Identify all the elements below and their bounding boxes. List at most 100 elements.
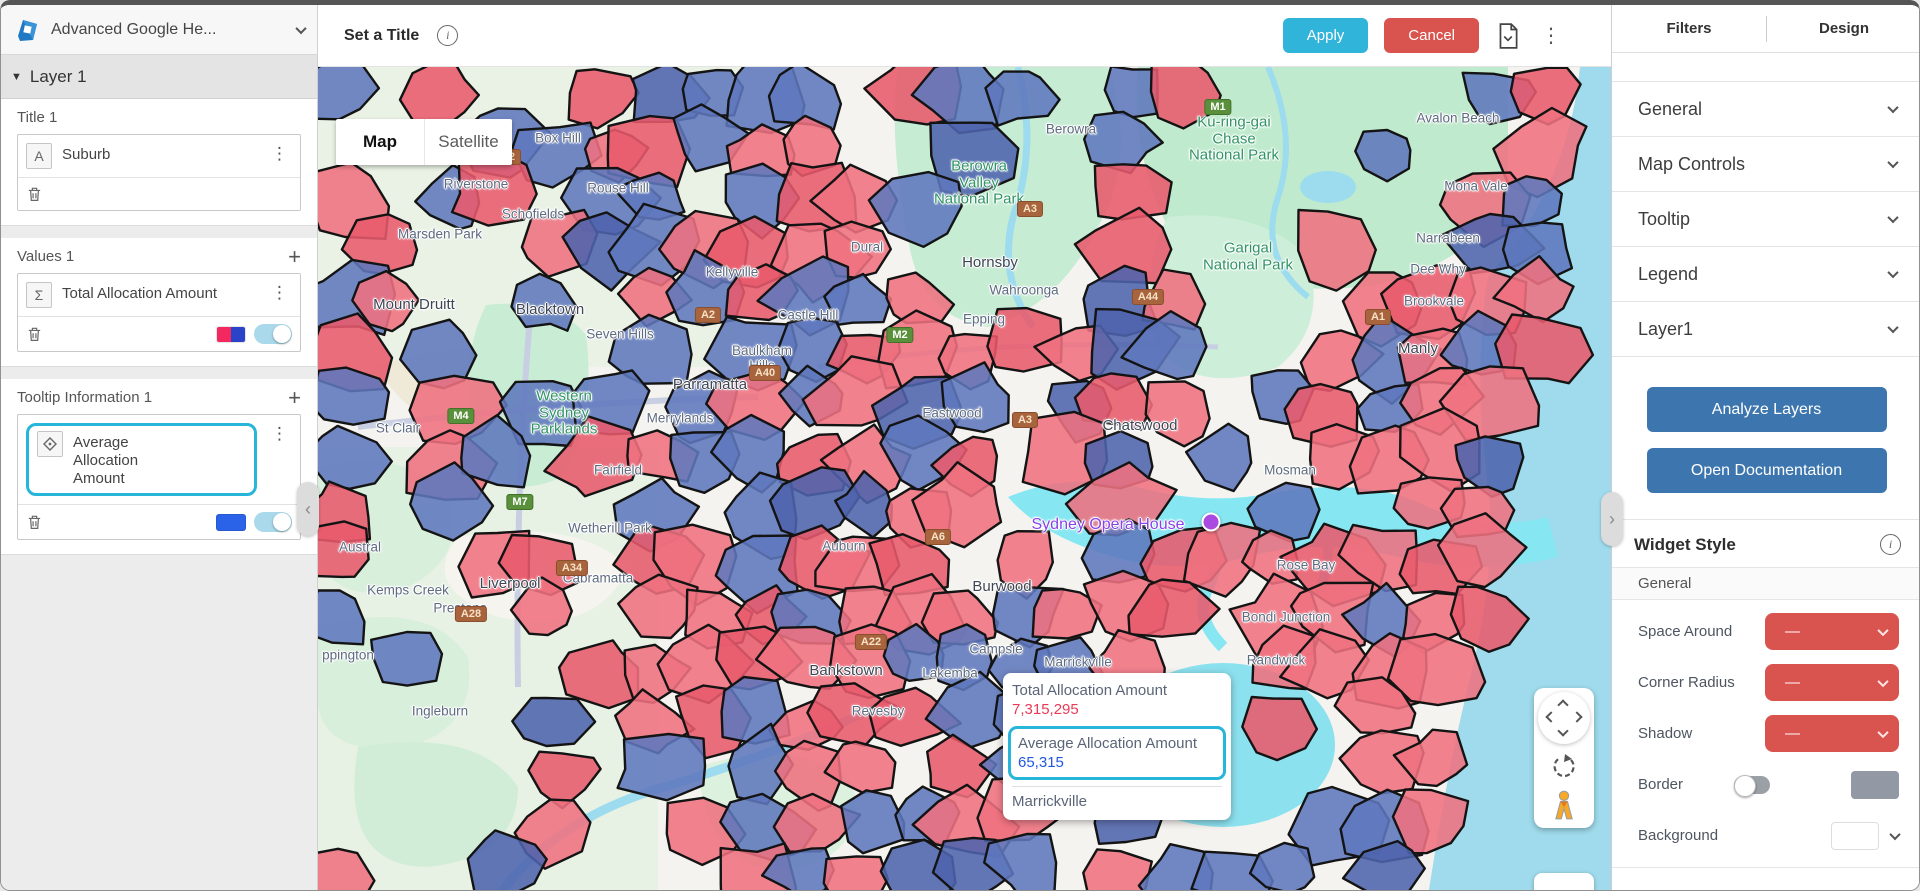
map-polygon[interactable] [567, 68, 640, 130]
add-tooltip-field-button[interactable]: + [288, 384, 301, 410]
space-around-select[interactable]: — [1765, 613, 1899, 650]
map-polygon[interactable] [1391, 788, 1470, 855]
map-polygon[interactable] [511, 696, 597, 748]
map-polygon[interactable] [1021, 410, 1109, 496]
map-polygon[interactable] [527, 750, 602, 810]
map-polygon[interactable] [1182, 521, 1262, 598]
map-polygon[interactable] [882, 622, 945, 682]
map-polygon[interactable] [510, 272, 578, 332]
pan-control[interactable] [1538, 692, 1590, 744]
map-polygon[interactable] [607, 313, 693, 385]
trash-icon[interactable] [26, 325, 43, 343]
map-polygon[interactable] [408, 461, 495, 542]
report-title[interactable]: Set a Title [344, 26, 420, 44]
map-polygon[interactable] [1120, 309, 1208, 381]
map-polygon[interactable] [1449, 585, 1530, 653]
map-polygon[interactable] [1093, 163, 1173, 221]
map-polygon[interactable] [940, 361, 1010, 434]
map-polygon[interactable] [867, 686, 962, 747]
accordion-map-controls[interactable]: Map Controls [1612, 137, 1919, 192]
map-polygon[interactable] [351, 269, 421, 333]
map-polygon[interactable] [924, 670, 1019, 749]
map-polygon[interactable] [1338, 729, 1425, 795]
map-polygon[interactable] [867, 170, 963, 249]
map-polygon[interactable] [1241, 695, 1318, 762]
reset-rotation-icon[interactable] [1551, 754, 1577, 780]
map-polygon[interactable] [497, 533, 584, 597]
map-type-satellite-button[interactable]: Satellite [424, 119, 512, 165]
map-polygon[interactable] [1354, 128, 1412, 183]
color-scale-swatch[interactable] [216, 325, 246, 343]
kebab-menu-icon[interactable]: ⋮ [271, 283, 288, 302]
zoom-control-stub[interactable] [1534, 873, 1594, 890]
map-polygon[interactable] [911, 461, 1003, 549]
map-polygon[interactable] [727, 722, 795, 806]
map-polygon[interactable] [983, 832, 1058, 891]
map-polygon[interactable] [1064, 461, 1178, 537]
map-polygon[interactable] [1246, 481, 1321, 543]
map-canvas[interactable]: Box Hill Riverstone Schofields Marsden Park… [318, 67, 1611, 891]
open-documentation-button[interactable]: Open Documentation [1646, 448, 1887, 493]
map-polygon[interactable] [1190, 850, 1274, 891]
map-polygon[interactable] [498, 380, 585, 448]
apply-button[interactable]: Apply [1282, 18, 1369, 53]
export-document-icon[interactable] [1495, 22, 1521, 50]
map-polygon[interactable] [1127, 578, 1221, 638]
more-options-icon[interactable]: ⋮ [1541, 24, 1561, 47]
map-polygon[interactable] [1082, 848, 1153, 891]
map-polygon[interactable] [466, 829, 548, 891]
map-polygon[interactable] [984, 70, 1061, 127]
tooltip-visibility-toggle[interactable] [254, 512, 292, 532]
map-polygon[interactable] [509, 576, 574, 637]
map-polygon[interactable] [1386, 632, 1487, 707]
info-icon[interactable]: i [1880, 534, 1901, 555]
pegman-icon[interactable] [1552, 790, 1576, 820]
border-toggle[interactable] [1734, 774, 1770, 797]
map-polygon[interactable] [1436, 512, 1528, 589]
trash-icon[interactable] [26, 185, 43, 203]
map-polygon[interactable] [460, 414, 532, 489]
chevron-down-icon[interactable] [295, 22, 307, 34]
map-polygon[interactable] [616, 732, 707, 802]
map-polygon[interactable] [340, 213, 419, 276]
map-polygon[interactable] [318, 67, 381, 121]
map-polygon[interactable] [557, 639, 640, 710]
corner-radius-select[interactable]: — [1765, 664, 1899, 701]
map-polygon[interactable] [543, 415, 643, 498]
map-polygon[interactable] [617, 573, 699, 640]
pan-up-icon[interactable] [1557, 699, 1569, 711]
map-polygon[interactable] [822, 855, 889, 891]
map-polygon[interactable] [1337, 523, 1419, 593]
map-polygon[interactable] [318, 589, 366, 646]
tab-filters[interactable]: Filters [1666, 20, 1712, 37]
info-icon[interactable]: i [437, 25, 459, 46]
trash-icon[interactable] [26, 513, 43, 531]
map-polygon[interactable] [996, 530, 1054, 600]
map-polygon[interactable] [772, 792, 862, 853]
map-polygon[interactable] [809, 163, 899, 234]
map-polygon[interactable] [1103, 67, 1159, 119]
map-polygon[interactable] [1493, 313, 1595, 385]
map-polygon[interactable] [1297, 208, 1378, 292]
map-polygon[interactable] [398, 67, 481, 127]
map-polygon[interactable] [1083, 110, 1164, 175]
kebab-menu-icon[interactable]: ⋮ [271, 144, 288, 163]
map-polygon[interactable] [1392, 728, 1469, 788]
map-polygon[interactable] [1501, 175, 1564, 228]
accordion-general[interactable]: General [1612, 82, 1919, 137]
map-polygon[interactable] [1031, 587, 1103, 640]
map-polygon[interactable] [823, 740, 897, 795]
values-visibility-toggle[interactable] [254, 324, 292, 344]
map-type-map-button[interactable]: Map [336, 119, 424, 165]
map-polygon[interactable] [1341, 839, 1427, 891]
map-polygon[interactable] [834, 469, 894, 539]
analyze-layers-button[interactable]: Analyze Layers [1646, 387, 1887, 432]
tab-design[interactable]: Design [1818, 20, 1869, 37]
map-polygon[interactable] [318, 424, 394, 490]
map-polygon[interactable] [1144, 380, 1211, 448]
background-color-swatch[interactable] [1831, 821, 1879, 850]
map-polygon[interactable] [318, 520, 370, 579]
layer-header[interactable]: ▼ Layer 1 [1, 55, 317, 99]
kebab-menu-icon[interactable]: ⋮ [271, 424, 288, 443]
border-color-swatch[interactable] [1851, 770, 1899, 799]
